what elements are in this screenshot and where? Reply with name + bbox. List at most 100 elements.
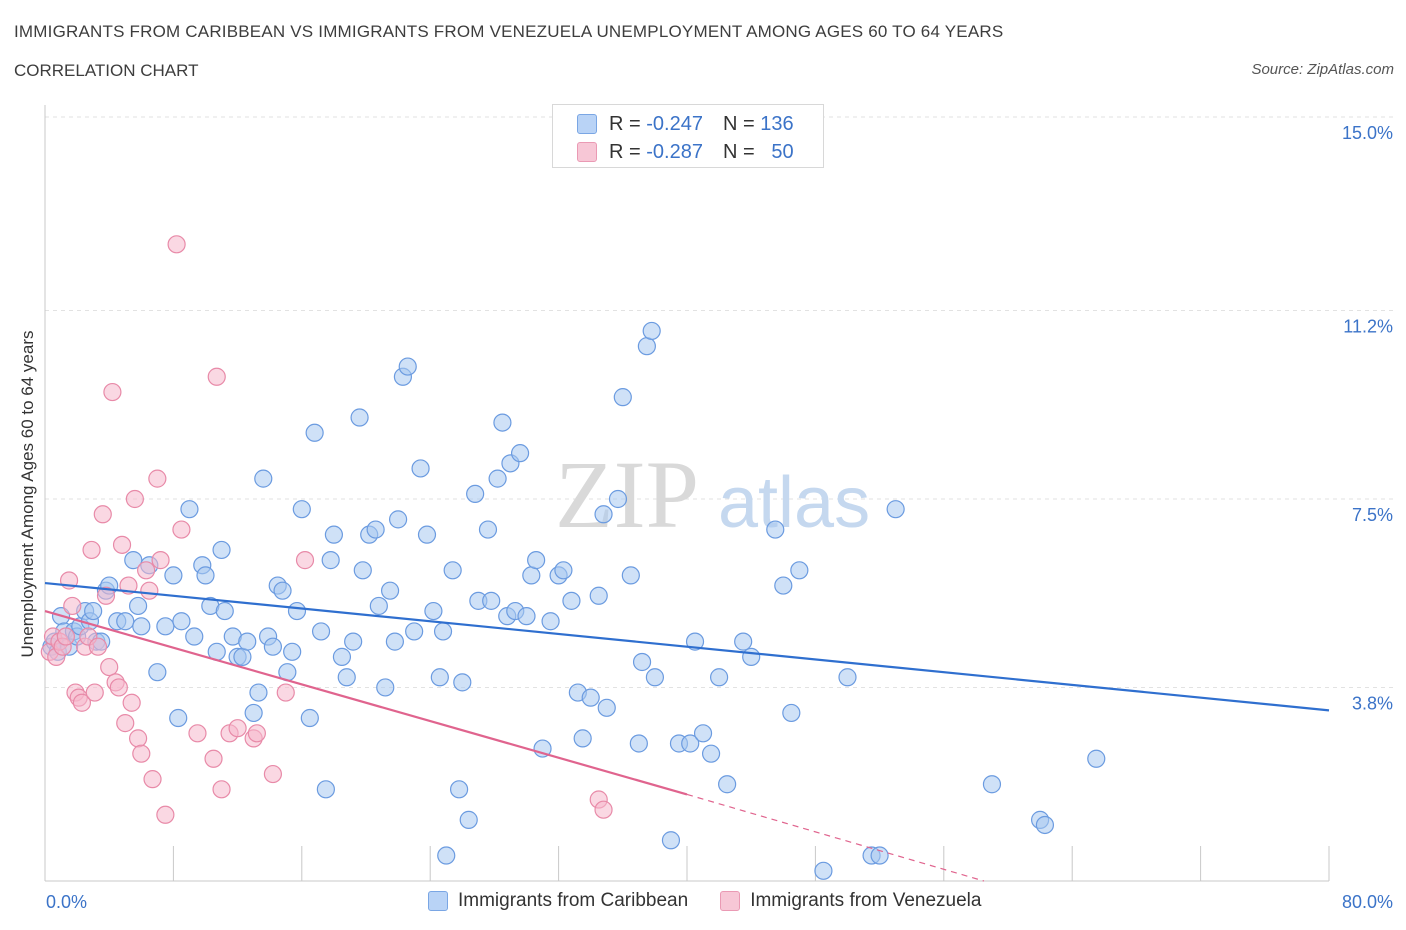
caribbean-point: [693, 724, 713, 743]
caribbean-point: [562, 591, 581, 610]
caribbean-point: [517, 607, 536, 626]
caribbean-point: [870, 846, 889, 865]
venezuela-point: [103, 382, 122, 402]
venezuela-trend-extension: [686, 793, 985, 882]
caribbean-point: [311, 622, 331, 641]
legend-item-venezuela[interactable]: Immigrants from Venezuela: [720, 890, 981, 912]
caribbean-point: [169, 708, 188, 728]
watermark-zip: ZIP: [555, 441, 699, 548]
legend-row-caribbean: R = -0.247 N = 136: [577, 112, 794, 136]
venezuela-point: [212, 780, 231, 799]
caribbean-point: [645, 668, 665, 687]
venezuela-point: [109, 678, 128, 697]
caribbean-point: [459, 810, 478, 829]
venezuela-point: [148, 469, 167, 488]
venezuela-legend-label: Immigrants from Venezuela: [750, 890, 982, 911]
caribbean-point: [453, 673, 472, 692]
caribbean-point: [164, 566, 183, 585]
caribbean-point: [215, 601, 234, 621]
venezuela-point: [263, 764, 283, 784]
caribbean-point: [433, 622, 453, 641]
caribbean-point: [581, 688, 600, 707]
y-tick-label: 3.8%: [1352, 693, 1393, 713]
grid-lines: [45, 116, 1394, 688]
caribbean-point: [417, 525, 437, 544]
y-tick-label: 7.5%: [1352, 505, 1393, 525]
caribbean-point: [238, 632, 257, 651]
caribbean-point: [287, 601, 307, 621]
caribbean-point: [124, 551, 143, 570]
caribbean-swatch: [577, 114, 597, 134]
caribbean-point: [156, 617, 175, 636]
n-label: N =: [722, 112, 755, 135]
caribbean-point: [642, 321, 661, 341]
caribbean-point: [233, 647, 252, 666]
caribbean-point: [1035, 815, 1055, 835]
y-tick-label: 11.2%: [1343, 317, 1393, 337]
venezuela-point: [156, 805, 175, 824]
caribbean-point: [376, 678, 395, 697]
caribbean-point: [510, 444, 530, 463]
venezuela-point: [85, 683, 104, 702]
caribbean-point: [263, 637, 283, 656]
caribbean-point: [116, 612, 135, 631]
r-label: R =: [609, 140, 641, 163]
caribbean-point: [180, 500, 199, 519]
caribbean-point: [437, 846, 456, 865]
caribbean-point: [886, 500, 905, 519]
caribbean-point: [466, 484, 485, 504]
caribbean-point: [332, 647, 352, 666]
caribbean-point: [172, 612, 191, 631]
caribbean-r-value: -0.247: [646, 112, 703, 135]
caribbean-point: [300, 708, 319, 728]
caribbean-point: [637, 337, 656, 356]
caribbean-point: [148, 663, 167, 682]
venezuela-point: [204, 749, 223, 768]
venezuela-point: [137, 561, 156, 580]
venezuela-point: [93, 505, 112, 524]
caribbean-point: [292, 500, 311, 519]
caribbean-point: [254, 469, 273, 488]
caribbean-point: [478, 520, 498, 539]
venezuela-r-value: -0.287: [646, 140, 703, 163]
caribbean-point: [790, 561, 809, 580]
venezuela-point: [88, 637, 108, 656]
caribbean-point: [608, 489, 628, 509]
watermark-atlas: atlas: [718, 463, 870, 543]
venezuela-point: [143, 770, 162, 789]
legend-item-caribbean[interactable]: Immigrants from Caribbean: [428, 890, 688, 912]
caribbean-point: [430, 668, 449, 687]
trend-lines: [44, 581, 1330, 882]
caribbean-point: [244, 703, 263, 723]
venezuela-point: [116, 714, 135, 733]
caribbean-point: [554, 561, 573, 580]
venezuela-point: [128, 729, 148, 748]
venezuela-point: [594, 800, 613, 819]
venezuela-legend-swatch: [720, 891, 741, 911]
caribbean-point: [685, 632, 705, 651]
caribbean-point: [629, 734, 648, 753]
caribbean-point: [128, 596, 148, 616]
caribbean-point: [212, 540, 231, 560]
caribbean-point: [541, 612, 560, 631]
caribbean-point: [594, 505, 613, 524]
caribbean-point: [681, 734, 700, 753]
venezuela-point: [188, 724, 207, 743]
caribbean-point: [385, 632, 404, 651]
caribbean-point: [661, 831, 681, 850]
chart-source: Source: ZipAtlas.com: [1251, 61, 1394, 78]
venezuela-point: [172, 520, 191, 539]
caribbean-n-value: 136: [760, 112, 794, 135]
caribbean-point: [443, 561, 462, 580]
caribbean-point: [273, 581, 292, 600]
caribbean-point: [344, 632, 363, 651]
venezuela-point: [207, 367, 226, 386]
caribbean-point: [366, 520, 385, 539]
caribbean-point: [316, 780, 335, 799]
caribbean-point: [380, 581, 400, 600]
caribbean-point: [589, 586, 608, 605]
caribbean-point: [350, 408, 369, 427]
caribbean-point: [701, 744, 721, 763]
venezuela-n-value: 50: [771, 140, 794, 163]
caribbean-point: [709, 668, 729, 687]
